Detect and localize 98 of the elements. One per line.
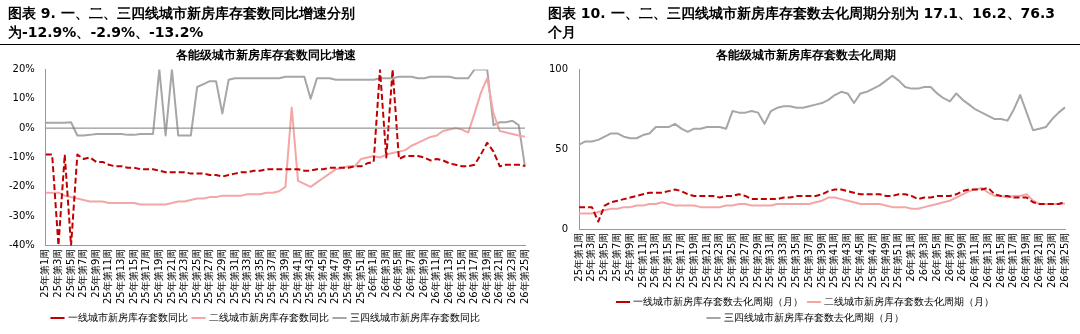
x-tick-label: 25年第51周 [892, 232, 904, 288]
x-tick-label: 25年第19周 [152, 248, 164, 304]
y-tick-label: 100 [548, 62, 569, 74]
legend-label: 二线城市新房库存套数去化周期（月） [824, 295, 994, 307]
x-tick-label: 25年第15周 [127, 248, 139, 304]
x-tick-label: 25年第37周 [802, 232, 814, 288]
x-tick-label: 25年第1周 [39, 248, 51, 298]
x-tick-label: 26年第21周 [1033, 232, 1045, 288]
x-tick-label: 25年第17周 [674, 232, 686, 288]
y-tick-label: -20% [8, 180, 35, 192]
x-tick-label: 26年第1周 [367, 248, 379, 298]
y-tick-label: 0 [561, 223, 569, 235]
x-tick-label: 25年第43周 [304, 248, 316, 304]
legend-label: 一线城市新房库存套数去化周期（月） [633, 295, 803, 307]
x-tick-label: 26年第13周 [442, 248, 454, 304]
x-tick-label: 26年第7周 [405, 248, 417, 298]
x-tick-label: 25年第39周 [279, 248, 291, 304]
x-tick-label: 26年第17周 [468, 248, 480, 304]
y-tick-label: -10% [8, 151, 35, 163]
legend-label: 二线城市新房库存套数同比 [208, 311, 329, 323]
y-tick-label: -30% [8, 209, 35, 221]
x-tick-label: 25年第17周 [140, 248, 152, 304]
x-tick-label: 26年第1周 [905, 232, 917, 282]
x-tick-label: 25年第5周 [64, 248, 76, 298]
x-tick-label: 25年第15周 [662, 232, 674, 288]
chart-title: 图表 9. 一、二、三四线城市新房库存套数同比增速分别为-12.9%、-2.9%、-13.2% [0, 0, 540, 45]
x-tick-label: 25年第25周 [726, 232, 738, 288]
x-tick-label: 26年第11周 [969, 232, 981, 288]
x-tick-label: 26年第25周 [518, 248, 530, 304]
x-tick-label: 25年第11周 [102, 248, 114, 304]
x-tick-label: 25年第41周 [828, 232, 840, 288]
x-tick-label: 26年第9周 [956, 232, 968, 282]
x-tick-label: 25年第23周 [178, 248, 190, 304]
x-tick-label: 26年第23周 [505, 248, 517, 304]
y-tick-label: 20% [12, 62, 35, 74]
x-tick-label: 26年第17周 [1007, 232, 1019, 288]
x-tick-label: 25年第47周 [329, 248, 341, 304]
x-tick-label: 25年第35周 [253, 248, 265, 304]
x-tick-label: 25年第9周 [89, 248, 101, 298]
legend-label: 一线城市新房库存套数同比 [67, 311, 188, 323]
x-tick-label: 25年第27周 [738, 232, 750, 288]
x-tick-label: 25年第39周 [815, 232, 827, 288]
x-tick-label: 25年第51周 [354, 248, 366, 304]
x-tick-label: 26年第5周 [930, 232, 942, 282]
x-tick-label: 25年第45周 [316, 248, 328, 304]
x-tick-label: 26年第25周 [1058, 232, 1070, 288]
x-tick-label: 25年第43周 [841, 232, 853, 288]
x-tick-label: 26年第3周 [917, 232, 929, 282]
x-tick-label: 25年第27周 [203, 248, 215, 304]
x-tick-label: 26年第7周 [943, 232, 955, 282]
x-tick-label: 26年第11周 [430, 248, 442, 304]
x-tick-label: 25年第31周 [228, 248, 240, 304]
x-tick-label: 25年第35周 [790, 232, 802, 288]
y-tick-label: 50 [555, 143, 569, 155]
x-tick-label: 25年第49周 [879, 232, 891, 288]
x-tick-label: 26年第23周 [1045, 232, 1057, 288]
x-tick-label: 26年第13周 [981, 232, 993, 288]
x-tick-label: 25年第21周 [165, 248, 177, 304]
x-tick-label: 25年第13周 [649, 232, 661, 288]
x-tick-label: 25年第37周 [266, 248, 278, 304]
x-tick-label: 25年第3周 [52, 248, 64, 298]
x-tick-label: 26年第3周 [379, 248, 391, 298]
x-tick-label: 25年第9周 [623, 232, 635, 282]
x-tick-label: 26年第5周 [392, 248, 404, 298]
legend-label: 三四线城市新房库存套数同比 [349, 311, 480, 323]
x-tick-label: 26年第15周 [994, 232, 1006, 288]
chart-subtitle: 各能级城市新房库存套数去化周期 [715, 48, 896, 63]
x-tick-label: 25年第23周 [713, 232, 725, 288]
chart-title: 图表 10. 一、二、三四线城市新房库存套数去化周期分别为 17.1、16.2、76.3 个月 [540, 0, 1080, 45]
x-tick-label: 25年第13周 [115, 248, 127, 304]
y-tick-label: 10% [12, 92, 35, 104]
chart-subtitle: 各能级城市新房库存套数同比增速 [175, 48, 357, 63]
x-tick-label: 25年第7周 [611, 232, 623, 282]
x-tick-label: 25年第7周 [77, 248, 89, 298]
x-tick-label: 25年第19周 [687, 232, 699, 288]
x-tick-label: 26年第21周 [493, 248, 505, 304]
x-tick-label: 26年第19周 [480, 248, 492, 304]
x-tick-label: 25年第47周 [866, 232, 878, 288]
x-tick-label: 25年第21周 [700, 232, 712, 288]
x-tick-label: 26年第19周 [1020, 232, 1032, 288]
x-tick-label: 25年第3周 [585, 232, 597, 282]
x-tick-label: 25年第5周 [598, 232, 610, 282]
legend-label: 三四线城市新房库存套数去化周期（月） [723, 311, 904, 323]
x-tick-label: 25年第29周 [751, 232, 763, 288]
x-tick-label: 25年第1周 [572, 232, 584, 282]
x-tick-label: 25年第31周 [764, 232, 776, 288]
y-tick-label: 0% [18, 121, 35, 133]
y-tick-label: -40% [8, 239, 35, 251]
x-tick-label: 25年第49周 [342, 248, 354, 304]
x-tick-label: 25年第11周 [636, 232, 648, 288]
x-tick-label: 25年第41周 [291, 248, 303, 304]
x-tick-label: 25年第45周 [854, 232, 865, 288]
x-tick-label: 26年第9周 [417, 248, 429, 298]
x-tick-label: 26年第15周 [455, 248, 467, 304]
x-tick-label: 25年第33周 [241, 248, 253, 304]
x-tick-label: 25年第33周 [777, 232, 789, 288]
x-tick-label: 25年第25周 [190, 248, 202, 304]
x-tick-label: 25年第29周 [215, 248, 227, 304]
